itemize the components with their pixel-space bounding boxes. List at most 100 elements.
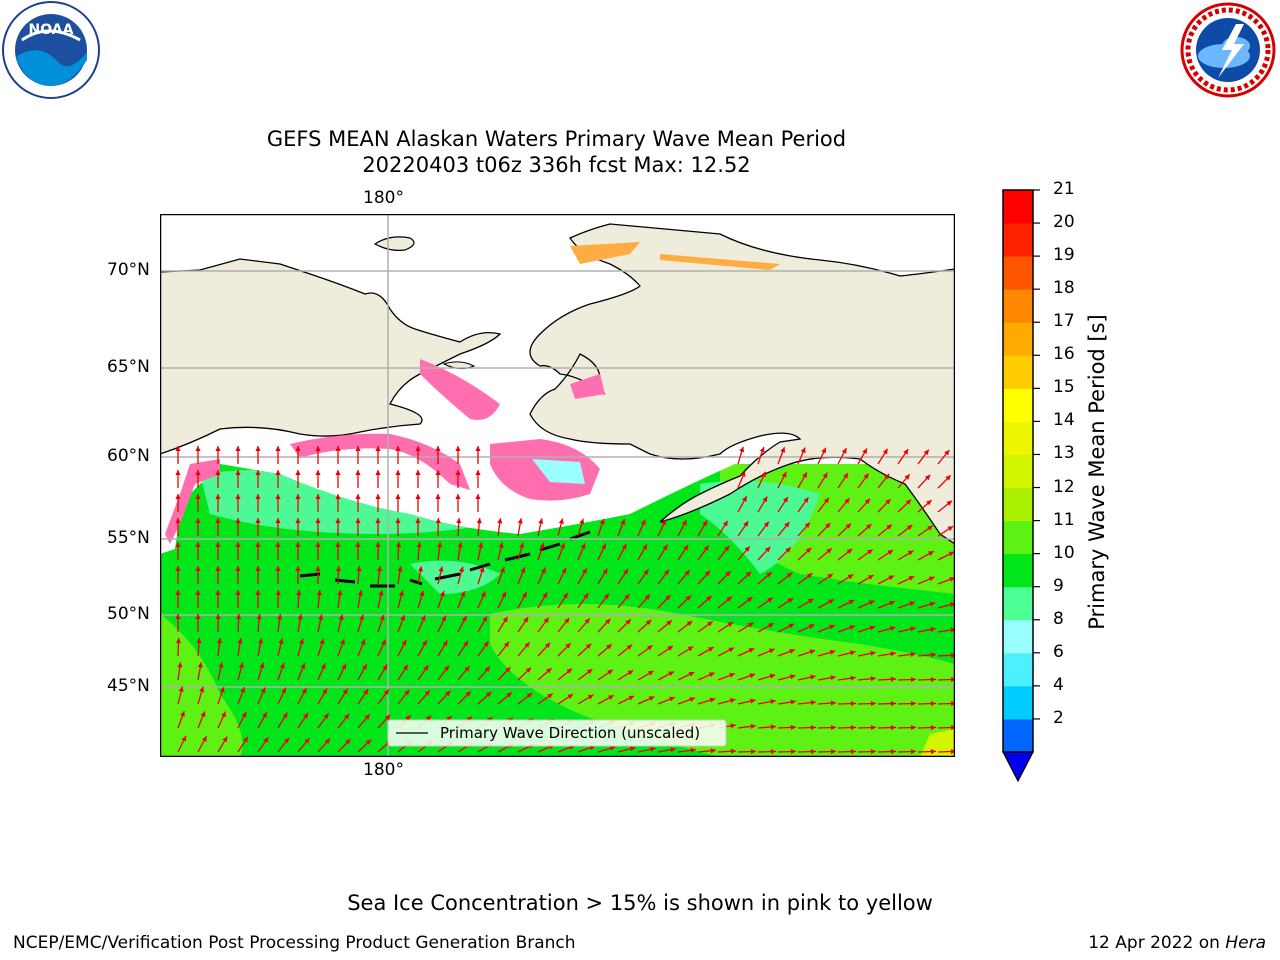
wave-arrow-head [890,748,896,755]
wave-arrow-head [709,697,716,703]
footer-org: NCEP/EMC/Verification Post Processing Pr… [13,933,576,953]
wave-arrow-head [743,521,749,527]
wave-arrow-head [745,571,752,577]
wave-arrow-head [810,674,816,680]
sea-ice-note: Sea Ice Concentration > 15% is shown in … [347,891,933,915]
wave-arrow-head [646,645,653,651]
wave-arrow-head [910,724,916,731]
wave-arrow-head [560,543,566,549]
wave-arrow-head [730,748,736,754]
wave-arrow-head [297,614,303,620]
wave-arrow-head [923,449,929,456]
colorbar-swatch [1003,619,1033,654]
wave-arrow-head [863,473,869,480]
wave-arrow-head [730,723,736,729]
wave-arrow-head [781,471,787,478]
wave-arrow-head [722,520,728,527]
wave-arrow-head [769,673,776,679]
wave-arrow-head [770,748,776,755]
wave-arrow-head [460,591,466,597]
wave-arrow-head [645,619,652,626]
wave-arrow-head [483,641,489,647]
wave-arrow-head [475,446,481,451]
wave-arrow-head [177,662,183,668]
wave-arrow-head [780,447,786,453]
wave-arrow-head [946,500,953,506]
wave-arrow-head [890,700,896,707]
wave-arrow-head [601,543,606,550]
wave-arrow-head [929,601,936,607]
wave-arrow-head [506,692,512,698]
wave-arrow-head [846,548,853,555]
wave-arrow-head [762,496,768,503]
wave-arrow-head [201,736,207,742]
wave-arrow-head [910,651,916,657]
wave-arrow-head [543,617,549,624]
wave-arrow-head [525,667,532,673]
wave-arrow-head [606,644,612,650]
wave-arrow-head [867,549,873,555]
colorbar-tick-label: 10 [1053,542,1075,563]
wave-arrow-head [790,748,796,755]
colorbar-tick-label: 13 [1053,443,1075,464]
wave-arrow-head [195,494,201,499]
wave-arrow-head [705,596,712,602]
wave-arrow-head [262,712,267,718]
wave-arrow-head [648,696,655,702]
wave-arrow-head [485,691,492,698]
wave-arrow-head [681,520,687,526]
colorbar-swatch [1003,322,1033,356]
wave-arrow-head [181,735,187,742]
wave-arrow-head [599,518,605,525]
wave-arrow-head [558,518,564,525]
wave-arrow-head [175,470,181,475]
wave-arrow-head [295,542,301,547]
wave-arrow-head [519,542,525,549]
wave-arrow-head [256,614,262,620]
wave-arrow-head [315,518,321,523]
wave-arrow-head [663,569,670,576]
wave-arrow-head [384,714,391,721]
wave-arrow-head [950,724,955,731]
footer-date: 12 Apr 2022 on Hera [1088,933,1266,953]
wave-arrow-head [770,724,776,730]
wave-arrow-head [215,470,221,475]
wave-arrow-head [255,446,261,451]
colorbar-swatch [1003,454,1033,489]
wave-arrow-head [810,724,816,731]
wave-arrow-head [804,522,810,528]
wave-arrow-head [546,668,552,674]
wave-arrow-head [702,520,708,527]
wave-arrow-head [341,663,347,670]
wave-arrow-head [949,602,955,608]
wave-arrow-head [928,551,934,556]
wave-arrow-head [870,650,876,656]
wave-arrow-head [903,449,909,455]
wave-arrow-head [944,450,950,456]
colorbar-swatch [1003,223,1033,257]
wave-arrow-head [624,594,630,600]
wave-arrow-head [323,713,329,720]
wave-arrow-head [884,473,890,480]
wave-arrow-head [476,518,482,524]
wave-arrow-head [906,525,913,531]
wave-arrow-head [847,574,854,580]
wave-arrow-head [785,547,791,553]
wave-arrow-head [910,626,916,632]
wave-arrow-head [862,448,868,455]
wave-arrow-head [319,638,325,645]
wave-arrow-head [689,697,695,703]
wave-arrow-head [830,675,836,681]
wave-arrow-head [415,494,421,499]
wave-arrow-head [365,739,372,745]
period-13-patch [920,729,955,757]
wave-arrow-head [424,690,430,696]
wave-arrow-head [215,446,221,451]
lon-label-top: 180° [363,188,404,208]
wave-arrow-head [707,621,713,627]
wave-arrow-head [687,646,694,652]
wave-arrow-head [318,614,324,620]
wave-arrow-head [870,748,876,755]
wave-arrow-head [650,746,656,752]
wave-arrow-head [763,521,769,528]
